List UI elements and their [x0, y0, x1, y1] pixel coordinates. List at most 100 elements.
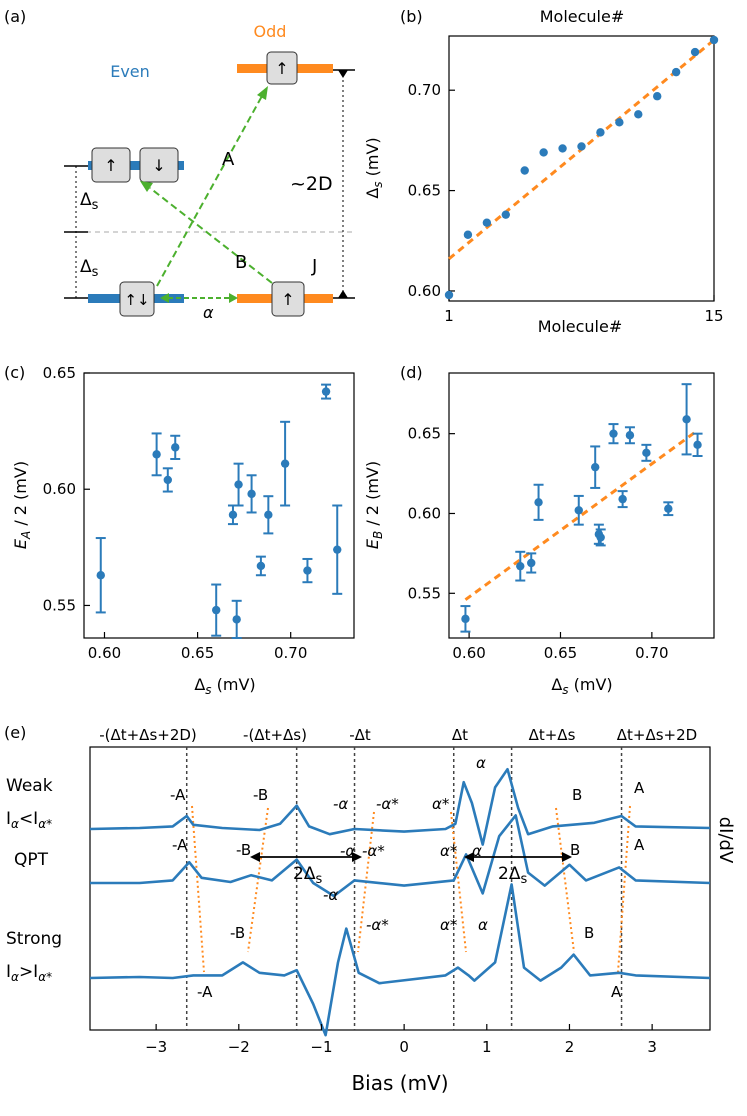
d-xtick-label-1: 0.65	[544, 644, 577, 662]
svg-text:↑: ↑	[275, 59, 288, 78]
c-xtick-label-2: 0.70	[274, 644, 307, 662]
c-ticks: 0.60 0.65 0.70 0.55 0.60 0.65	[43, 364, 308, 662]
b-ytick-label-1: 0.65	[408, 182, 441, 200]
strong-alpha-star: α*	[440, 916, 458, 934]
c-point-11	[280, 459, 290, 468]
d-point-5	[591, 462, 600, 472]
b-title: Molecule#	[540, 7, 625, 26]
qpt-b: B	[570, 841, 580, 859]
c-xtick-label-1: 0.65	[181, 644, 214, 662]
odd-label: Odd	[254, 22, 287, 41]
panel-e: (e) -(Δt+Δs+2D) -(Δt+Δs) -Δt Δt Δt+Δs Δt+Δs+2…	[4, 723, 736, 1095]
e-top-label-5: Δt+Δs+2D	[617, 726, 697, 744]
d-point-11	[642, 448, 651, 458]
even-singlet-level	[88, 161, 184, 170]
twod-arrow-down	[338, 290, 348, 298]
c-point-7	[234, 480, 243, 489]
c-point-4	[212, 605, 221, 615]
svg-text:↑: ↑	[281, 290, 294, 309]
delta-s-upper: Δs	[80, 190, 99, 213]
weak-b: B	[572, 786, 582, 804]
c-point-13	[321, 387, 331, 396]
c-point-1	[152, 450, 161, 459]
e-xtick-label-2: −1	[310, 1038, 332, 1056]
d-xlabel: Δs (mV)	[551, 675, 612, 697]
alpha-head-right	[229, 293, 238, 303]
strong-minus-a: -A	[197, 983, 213, 1001]
d-xtick-label-0: 0.60	[452, 644, 485, 662]
e-curve-weak	[89, 767, 711, 846]
b-xtick-label-0: 1	[444, 307, 454, 325]
connector-minus-b	[247, 807, 269, 953]
d-point-13	[682, 415, 691, 424]
panel-c: (c) 0.60 0.65 0.70 0.55 0.60 0.65 Δs (mV) EA …	[4, 363, 355, 697]
b-point-0	[444, 290, 454, 300]
d-ytick-label-2: 0.65	[408, 425, 441, 443]
connector-b	[555, 807, 575, 953]
e-top-label-3: Δt	[452, 726, 468, 744]
e-xticks: −3 −2 −1 0 1 2 3	[145, 1024, 657, 1056]
c-xtick-label-0: 0.60	[88, 644, 121, 662]
e-vlines	[185, 747, 623, 1030]
c-point-0	[96, 571, 105, 580]
alpha-head-left	[160, 293, 169, 303]
e-two-delta-right: 2Δs	[464, 852, 572, 887]
b-point-13	[690, 47, 700, 57]
c-point-9	[256, 561, 266, 571]
b-point-3	[501, 210, 510, 219]
box-odd-lower: ↑	[271, 281, 305, 317]
weak-minus-alpha-star: -α*	[376, 795, 399, 813]
box-even-down: ↓	[139, 147, 179, 183]
b-point-11	[653, 92, 662, 101]
b-frame	[448, 35, 715, 302]
b-point-4	[520, 166, 529, 175]
panel-label-a: (a)	[4, 7, 26, 26]
b-ticks: 1 15 0.60 0.65 0.70	[408, 81, 724, 325]
d-point-7	[596, 533, 605, 542]
weak-alpha-star: α*	[432, 795, 450, 813]
b-points	[444, 35, 719, 300]
panel-a: (a) Odd Even Δs Δs ~2D ↑ ↑	[4, 7, 355, 322]
e-peak-labels: -A -B -α -α* α* α B A -A -B -α -α* α* α …	[170, 754, 645, 1001]
qpt-minus-a: -A	[172, 836, 188, 854]
row-label-strong: Strong	[6, 929, 62, 949]
weak-minus-a: -A	[170, 786, 186, 804]
strong-b: B	[584, 924, 594, 942]
d-ytick-label-0: 0.55	[408, 584, 441, 602]
b-point-7	[577, 142, 586, 151]
c-ytick-label-1: 0.60	[43, 480, 76, 498]
strong-minus-alpha: -α	[323, 886, 338, 904]
qpt-minus-alpha-star: -α*	[362, 842, 385, 860]
two-delta-right-label: 2Δs	[498, 864, 527, 887]
d-point-1	[516, 561, 525, 571]
b-point-12	[671, 67, 681, 77]
delta-s-lower: Δs	[80, 257, 99, 280]
c-point-2	[163, 475, 172, 485]
alpha-label: α	[203, 303, 214, 322]
e-xtick-label-5: 2	[565, 1038, 575, 1056]
strong-a: A	[611, 983, 622, 1001]
row-label-weak: Weak	[6, 776, 53, 796]
two-delta-left-label: 2Δs	[293, 864, 322, 887]
row-label-qpt: QPT	[14, 850, 49, 870]
d-point-3	[534, 498, 543, 507]
qpt-minus-alpha: -α	[340, 842, 355, 860]
e-top-label-2: -Δt	[349, 726, 371, 744]
c-ytick-label-0: 0.55	[43, 596, 76, 614]
strong-minus-b: -B	[230, 924, 245, 942]
b-ylabel: Δs (mV)	[363, 137, 385, 198]
e-top-label-1: -(Δt+Δs)	[243, 726, 307, 744]
transition-a-arrow	[156, 95, 263, 287]
d-point-8	[609, 429, 618, 438]
row-label-weak-condition: Iα<Iα*	[6, 809, 52, 831]
e-curves	[89, 767, 711, 1037]
d-point-14	[693, 440, 702, 450]
e-ylabel: dI/dV	[715, 817, 736, 864]
panel-label-e: (e)	[4, 723, 26, 742]
transition-a-head	[257, 86, 268, 100]
twod-label: ~2D	[290, 173, 333, 195]
transition-b-head	[140, 181, 153, 192]
b-point-9	[615, 118, 624, 127]
b-point-6	[558, 144, 567, 153]
